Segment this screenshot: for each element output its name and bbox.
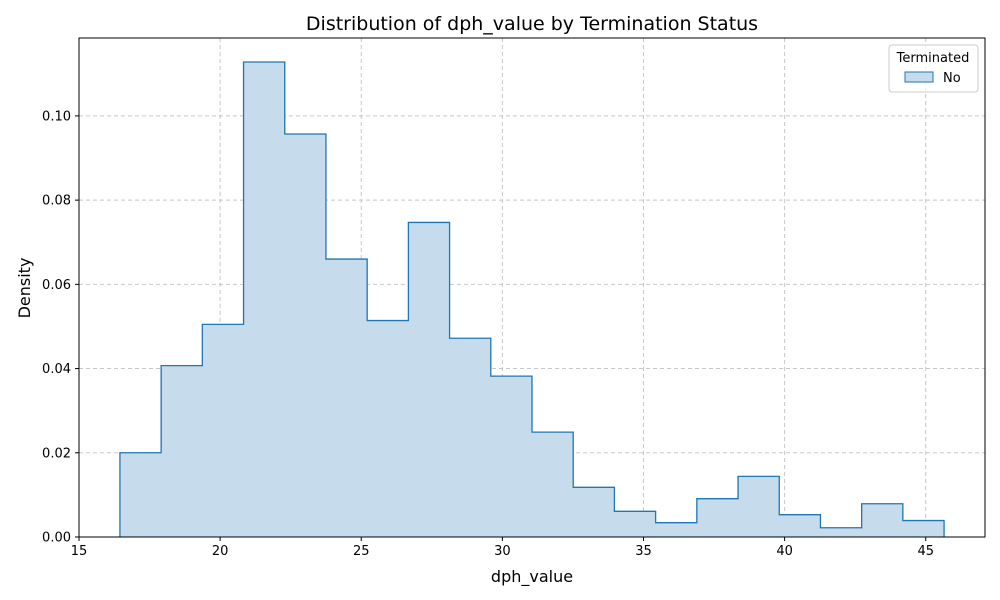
- y-tick-label: 0.02: [42, 446, 71, 461]
- plot-area-frame: [78, 37, 986, 538]
- histogram-bar: [532, 432, 574, 537]
- histogram-bar: [738, 476, 780, 537]
- y-tick-label: 0.00: [42, 531, 71, 546]
- x-tick-label: 20: [212, 544, 229, 559]
- histogram-bar: [573, 487, 615, 537]
- histogram-bars: [119, 62, 945, 538]
- x-tick-label: 30: [494, 544, 511, 559]
- x-tick-label: 45: [917, 544, 934, 559]
- x-axis-ticks: 15 20 25 30 35 40 45: [71, 537, 934, 559]
- legend-entry-label: No: [943, 71, 961, 86]
- histogram-bar: [820, 527, 863, 537]
- x-axis-label: dph_value: [491, 567, 573, 587]
- y-tick-label: 0.08: [42, 194, 71, 209]
- histogram-outline: [119, 61, 945, 537]
- histogram-bar: [614, 511, 657, 537]
- histogram-bar: [490, 376, 533, 537]
- y-tick-label: 0.06: [42, 278, 71, 293]
- y-tick-label: 0.04: [42, 362, 71, 377]
- histogram-bar: [902, 520, 945, 537]
- histogram-bar: [408, 222, 450, 538]
- histogram-bar: [325, 259, 368, 537]
- chart-title: Distribution of dph_value by Termination…: [306, 13, 758, 35]
- histogram-bar: [861, 503, 904, 537]
- y-tick-label: 0.10: [42, 109, 71, 124]
- x-tick-label: 15: [71, 544, 88, 559]
- legend-title: Terminated: [896, 51, 970, 66]
- histogram-bar: [449, 338, 492, 537]
- legend: Terminated No: [888, 44, 979, 93]
- x-tick-label: 25: [353, 544, 370, 559]
- histogram-bar: [284, 134, 327, 537]
- histogram-bar: [696, 498, 739, 537]
- y-axis-label: Density: [15, 258, 34, 319]
- x-tick-label: 35: [635, 544, 652, 559]
- legend-swatch: [904, 71, 934, 83]
- histogram-bar: [161, 365, 203, 537]
- histogram-bar: [367, 320, 409, 537]
- histogram-bar: [655, 522, 698, 537]
- x-tick-label: 40: [776, 544, 793, 559]
- histogram-bar: [779, 514, 821, 537]
- histogram-bar: [119, 452, 162, 537]
- y-axis-ticks: 0.00 0.02 0.04 0.06 0.08 0.10: [42, 109, 79, 546]
- histogram-bar: [202, 324, 244, 537]
- histogram-bar: [243, 62, 286, 537]
